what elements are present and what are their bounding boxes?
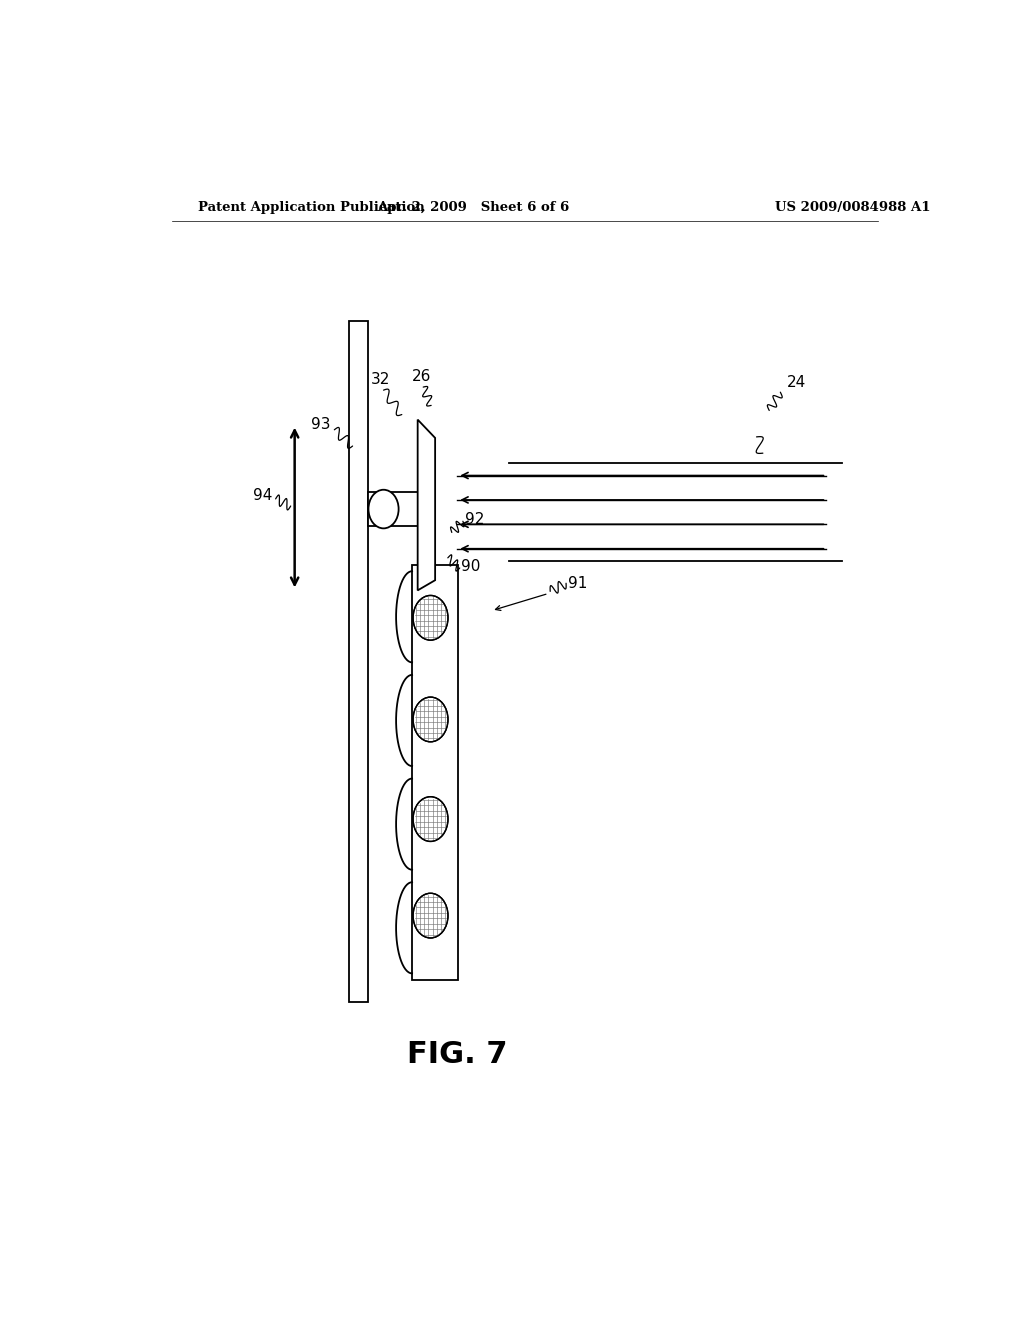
Text: FIG. 7: FIG. 7 xyxy=(408,1040,508,1069)
Text: 91: 91 xyxy=(568,576,588,591)
Text: Apr. 2, 2009   Sheet 6 of 6: Apr. 2, 2009 Sheet 6 of 6 xyxy=(377,201,569,214)
Circle shape xyxy=(369,490,398,528)
Bar xyxy=(368,492,418,527)
Circle shape xyxy=(413,894,447,939)
Bar xyxy=(412,565,458,979)
Polygon shape xyxy=(418,420,435,590)
Text: 93: 93 xyxy=(311,417,331,432)
Text: US 2009/0084988 A1: US 2009/0084988 A1 xyxy=(775,201,930,214)
Text: 94: 94 xyxy=(253,488,272,503)
Text: 26: 26 xyxy=(412,370,431,384)
Text: 90: 90 xyxy=(461,560,480,574)
Circle shape xyxy=(413,697,447,742)
Text: 24: 24 xyxy=(786,375,806,391)
Circle shape xyxy=(413,797,447,841)
Bar xyxy=(348,321,368,1002)
Text: Patent Application Publication: Patent Application Publication xyxy=(198,201,425,214)
Circle shape xyxy=(413,595,447,640)
Text: 92: 92 xyxy=(465,512,484,527)
Text: 32: 32 xyxy=(371,372,390,387)
